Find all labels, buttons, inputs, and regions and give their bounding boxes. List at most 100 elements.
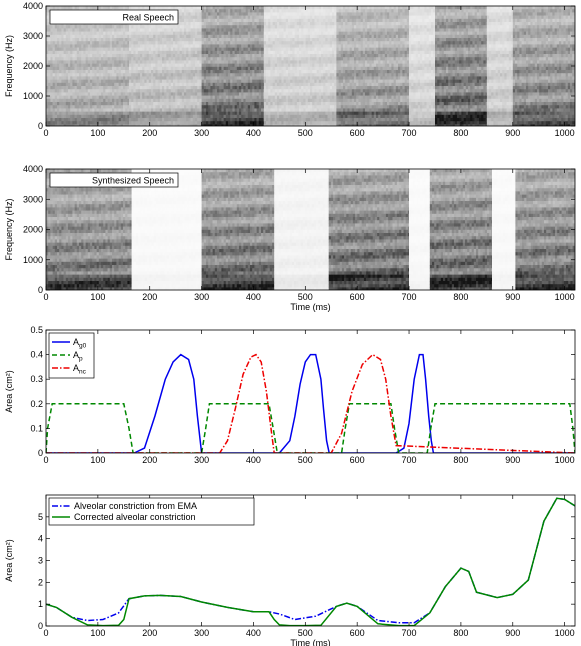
spectrogram-cell bbox=[272, 108, 276, 112]
spectrogram-cell bbox=[292, 34, 295, 39]
spectrogram-cell bbox=[228, 114, 231, 119]
spectrogram-cell bbox=[72, 73, 75, 77]
spectrogram-cell bbox=[294, 34, 298, 39]
spectrogram-cell bbox=[162, 92, 165, 96]
spectrogram-cell bbox=[272, 76, 276, 80]
spectrogram-cell bbox=[129, 124, 132, 126]
spectrogram-cell bbox=[254, 38, 257, 42]
spectrogram-cell bbox=[114, 102, 117, 106]
spectrogram-cell bbox=[87, 89, 91, 93]
spectrogram-cell bbox=[225, 108, 229, 112]
spectrogram-cell bbox=[221, 31, 224, 36]
spectrogram-cell bbox=[270, 54, 273, 58]
spectrogram-cell bbox=[285, 114, 289, 119]
spectrogram-cell bbox=[210, 47, 213, 52]
spectrogram-cell bbox=[312, 38, 315, 42]
spectrogram-cell bbox=[195, 79, 198, 84]
spectrogram-cell bbox=[166, 76, 169, 80]
spectrogram-cell bbox=[173, 31, 176, 36]
spectrogram-cell bbox=[299, 98, 302, 103]
spectrogram-cell bbox=[96, 44, 100, 48]
spectrogram-cell bbox=[48, 18, 51, 23]
spectrogram-cell bbox=[252, 118, 255, 122]
spectrogram-cell bbox=[263, 124, 267, 126]
spectrogram-cell bbox=[125, 121, 128, 125]
spectrogram-cell bbox=[239, 38, 242, 42]
spectrogram-cell bbox=[195, 57, 198, 61]
spectrogram-cell bbox=[321, 6, 324, 10]
spectrogram-cell bbox=[61, 54, 64, 58]
spectrogram-cell bbox=[70, 111, 73, 116]
spectrogram-cell bbox=[299, 121, 302, 125]
spectrogram-cell bbox=[321, 50, 324, 55]
spectrogram-cell bbox=[318, 111, 322, 116]
spectrogram-cell bbox=[285, 121, 289, 125]
spectrogram-cell bbox=[299, 12, 302, 16]
spectrogram-cell bbox=[131, 86, 134, 90]
spectrogram-cell bbox=[316, 34, 320, 39]
spectrogram-cell bbox=[184, 111, 187, 116]
spectrogram-cell bbox=[107, 76, 111, 80]
spectrogram-cell bbox=[305, 25, 309, 29]
spectrogram-cell bbox=[299, 70, 302, 74]
spectrogram-cell bbox=[206, 124, 209, 126]
spectrogram-cell bbox=[114, 108, 117, 112]
spectrogram-cell bbox=[223, 18, 227, 23]
spectrogram-cell bbox=[133, 124, 136, 126]
spectrogram-cell bbox=[153, 118, 156, 122]
spectrogram-cell bbox=[140, 54, 143, 58]
spectrogram-cell bbox=[296, 70, 300, 74]
spectrogram-cell bbox=[146, 25, 150, 29]
spectrogram-cell bbox=[155, 102, 158, 106]
spectrogram-cell bbox=[137, 50, 141, 55]
spectrogram-cell bbox=[236, 41, 240, 45]
spectrogram-cell bbox=[54, 121, 58, 125]
spectrogram-cell bbox=[250, 34, 253, 39]
spectrogram-cell bbox=[166, 70, 169, 74]
spectrogram-cell bbox=[133, 111, 136, 116]
spectrogram-cell bbox=[133, 57, 136, 61]
spectrogram-cell bbox=[96, 70, 100, 74]
spectrogram-cell bbox=[283, 6, 287, 10]
spectrogram-cell bbox=[234, 121, 238, 125]
spectrogram-cell bbox=[323, 34, 326, 39]
spectrogram-cell bbox=[125, 108, 128, 112]
spectrogram-cell bbox=[192, 60, 196, 64]
spectrogram-cell bbox=[208, 63, 211, 68]
spectrogram-cell bbox=[228, 41, 231, 45]
spectrogram-cell bbox=[201, 124, 205, 126]
spectrogram-cell bbox=[83, 95, 86, 100]
spectrogram-cell bbox=[127, 98, 130, 103]
spectrogram-cell bbox=[146, 54, 150, 58]
spectrogram-cell bbox=[81, 95, 84, 100]
spectrogram-cell bbox=[148, 57, 152, 61]
spectrogram-cell bbox=[250, 95, 253, 100]
spectrogram-cell bbox=[219, 105, 222, 109]
spectrogram-cell bbox=[294, 114, 298, 119]
spectrogram-cell bbox=[190, 15, 194, 20]
spectrogram-cell bbox=[239, 60, 242, 64]
spectrogram-cell bbox=[118, 108, 122, 112]
spectrogram-cell bbox=[274, 95, 278, 100]
spectrogram-cell bbox=[272, 89, 276, 93]
spectrogram-cell bbox=[203, 63, 207, 68]
spectrogram-cell bbox=[94, 54, 97, 58]
spectrogram-cell bbox=[129, 28, 132, 32]
spectrogram-cell bbox=[146, 118, 150, 122]
spectrogram-cell bbox=[321, 63, 324, 68]
spectrogram-cell bbox=[296, 25, 300, 29]
spectrogram-cell bbox=[170, 28, 174, 32]
spectrogram-cell bbox=[225, 31, 229, 36]
spectrogram-cell bbox=[107, 108, 111, 112]
spectrogram-cell bbox=[83, 38, 86, 42]
spectrogram-cell bbox=[277, 118, 280, 122]
spectrogram-cell bbox=[173, 73, 176, 77]
spectrogram-cell bbox=[277, 31, 280, 36]
spectrogram-cell bbox=[105, 6, 108, 10]
spectrogram-cell bbox=[186, 121, 189, 125]
spectrogram-cell bbox=[325, 79, 328, 84]
spectrogram-cell bbox=[131, 70, 134, 74]
spectrogram-cell bbox=[208, 15, 211, 20]
spectrogram-cell bbox=[290, 9, 293, 13]
spectrogram-cell bbox=[219, 50, 222, 55]
